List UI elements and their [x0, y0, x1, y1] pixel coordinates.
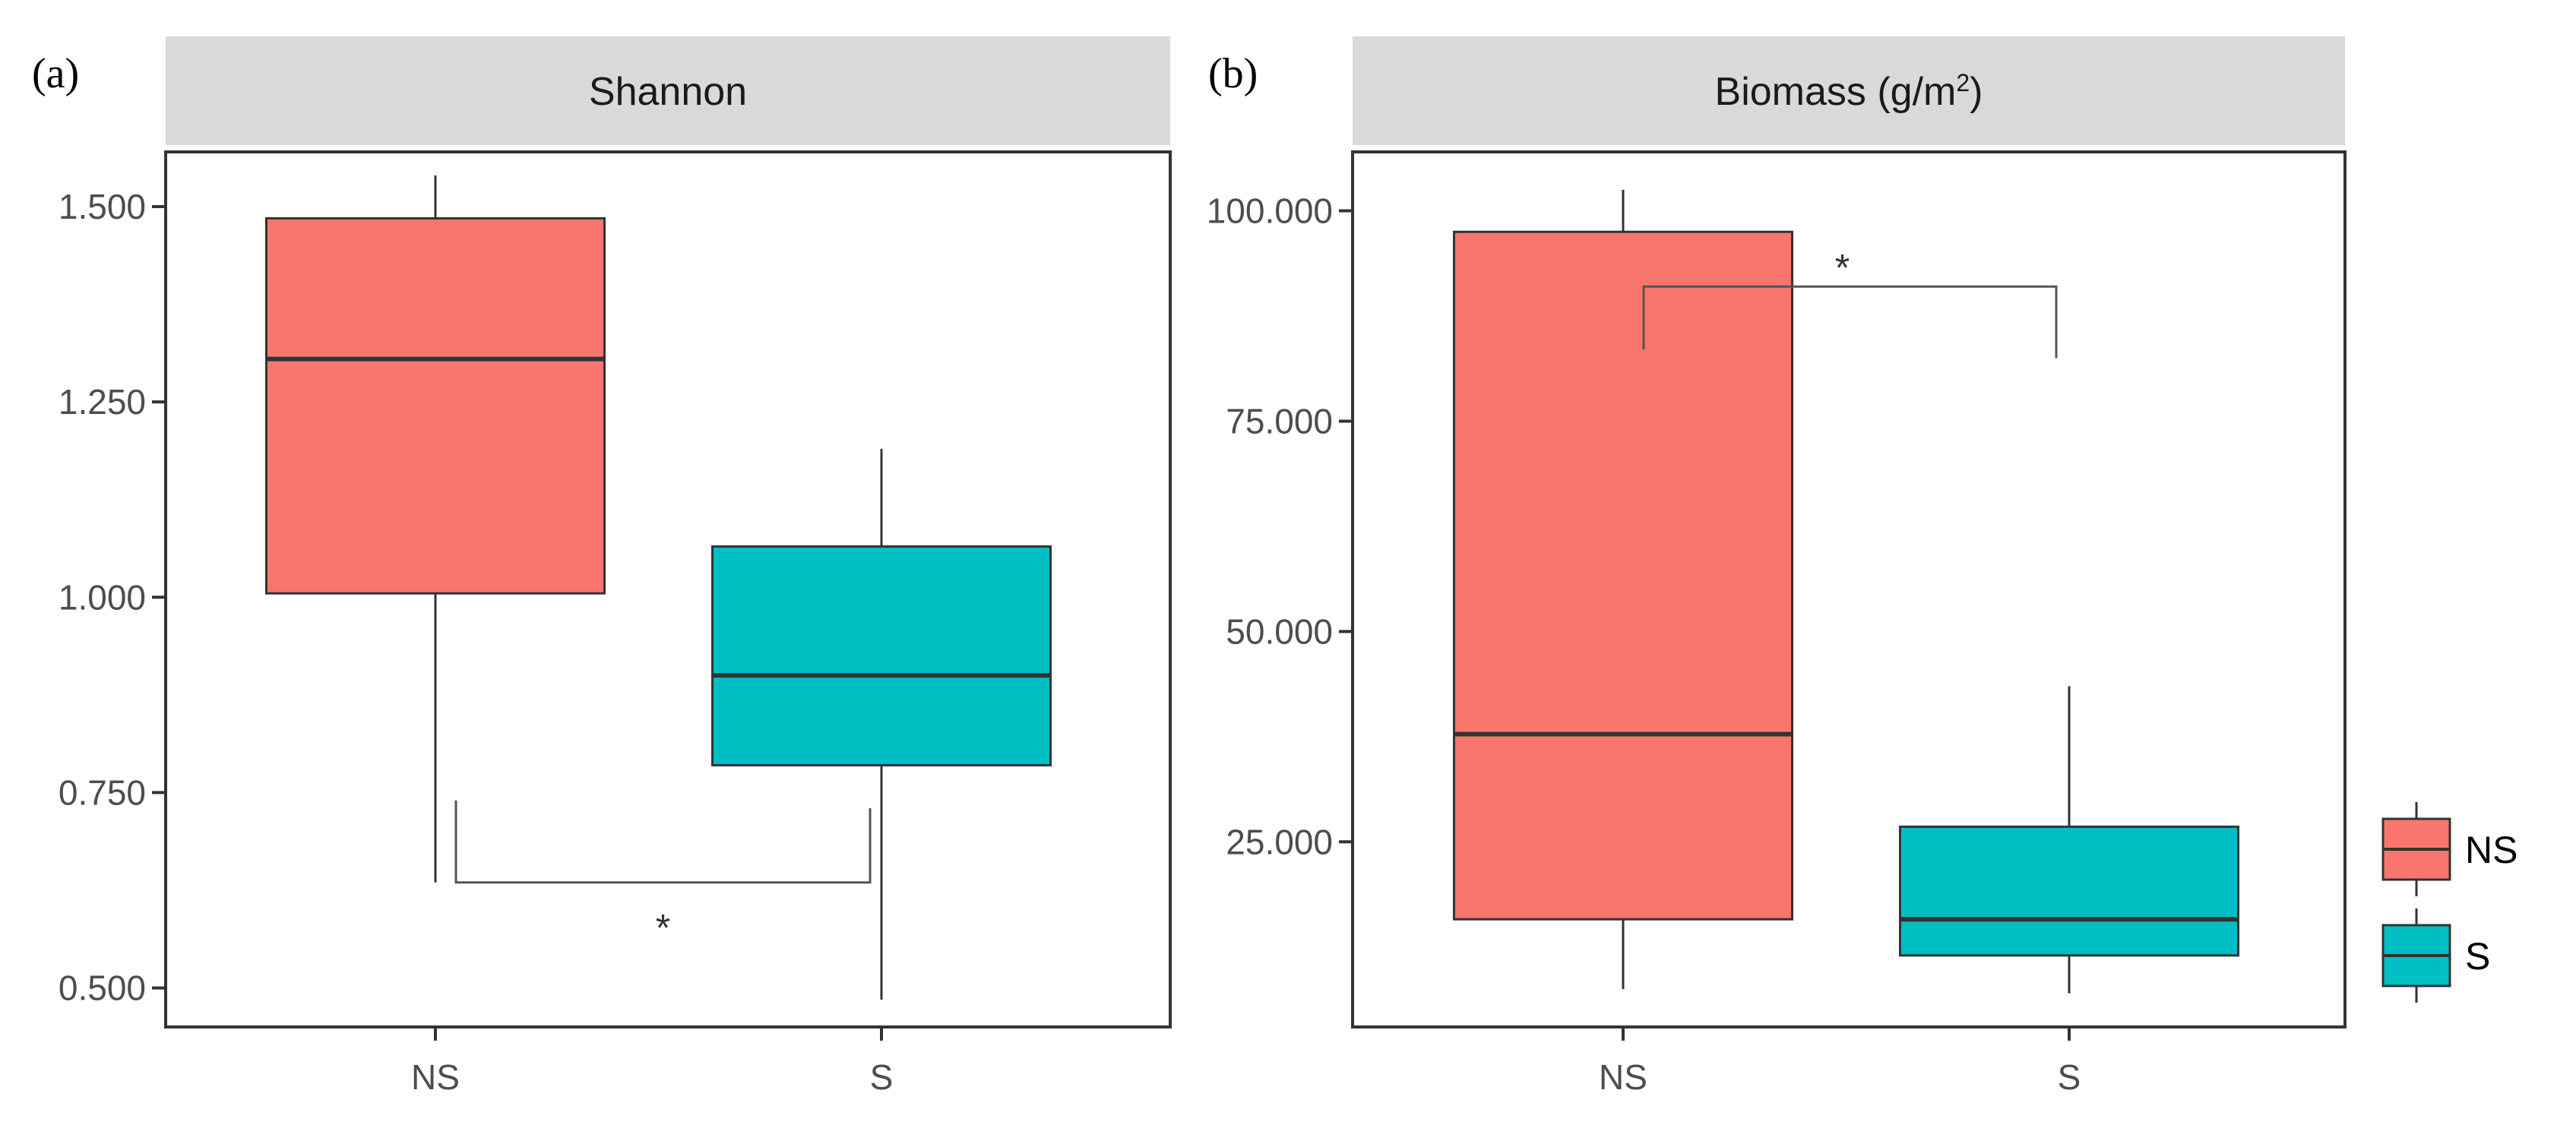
panel-b-x-axis: NS S [1599, 1027, 2081, 1097]
box-iqr [1899, 825, 2239, 957]
panel-b-boxes [1453, 189, 2239, 994]
panel-b-y-axis: 25.000 50.000 75.000 100.000 [1207, 191, 1353, 861]
box-iqr [711, 545, 1052, 766]
panel-a-label: (a) [32, 50, 79, 97]
x-tick-label: NS [1599, 1057, 1647, 1097]
panel-b-label: (b) [1208, 50, 1258, 97]
y-tick-label: 25.000 [1226, 822, 1333, 861]
legend-label: S [2465, 935, 2490, 978]
significance-bracket [454, 800, 872, 884]
panel-b-title-strip [1353, 36, 2345, 145]
panel-a-title: Shannon [589, 70, 747, 114]
panel-b: (b) Biomass (g/m2) 25.000 50.000 75.000 100… [1207, 36, 2347, 1097]
box-iqr [265, 216, 606, 595]
panel-b-title: Biomass (g/m2) [1715, 69, 1983, 114]
x-tick-label: S [2058, 1057, 2081, 1097]
legend: NS S [2381, 802, 2517, 1003]
box-s [1899, 686, 2239, 994]
box-s [711, 448, 1052, 1000]
panel-a-significance: * [454, 800, 872, 949]
legend-item-ns: NS [2381, 802, 2517, 896]
significance-bracket [1642, 285, 2058, 359]
y-tick-label: 1.000 [59, 577, 146, 617]
y-tick-label: 1.500 [59, 187, 146, 226]
box-ns [1453, 189, 1793, 990]
y-tick-label: 0.750 [59, 773, 146, 812]
y-tick-label: 75.000 [1226, 401, 1333, 441]
x-tick-label: NS [411, 1057, 460, 1097]
panel-a-title-strip [166, 36, 1170, 145]
y-tick-label: 50.000 [1226, 611, 1333, 651]
box-iqr [1453, 230, 1793, 921]
y-tick-label: 0.500 [59, 968, 146, 1008]
y-tick-label: 1.250 [59, 382, 146, 422]
significance-label: * [656, 906, 670, 949]
y-tick-label: 100.000 [1207, 191, 1333, 231]
panel-a-boxes [265, 175, 1052, 1000]
significance-label: * [1835, 247, 1850, 289]
box-ns [265, 175, 606, 883]
legend-label: NS [2465, 829, 2517, 871]
panel-b-significance: * [1642, 247, 2058, 359]
panel-a-y-axis: 0.500 0.750 1.000 1.250 1.500 [59, 187, 166, 1008]
legend-item-s: S [2381, 908, 2490, 1003]
panel-a-x-axis: NS S [411, 1027, 893, 1097]
x-tick-label: S [870, 1057, 894, 1097]
panel-a: (a) Shannon 0.500 0.750 1.000 1.250 1.500 NS… [32, 36, 1172, 1097]
